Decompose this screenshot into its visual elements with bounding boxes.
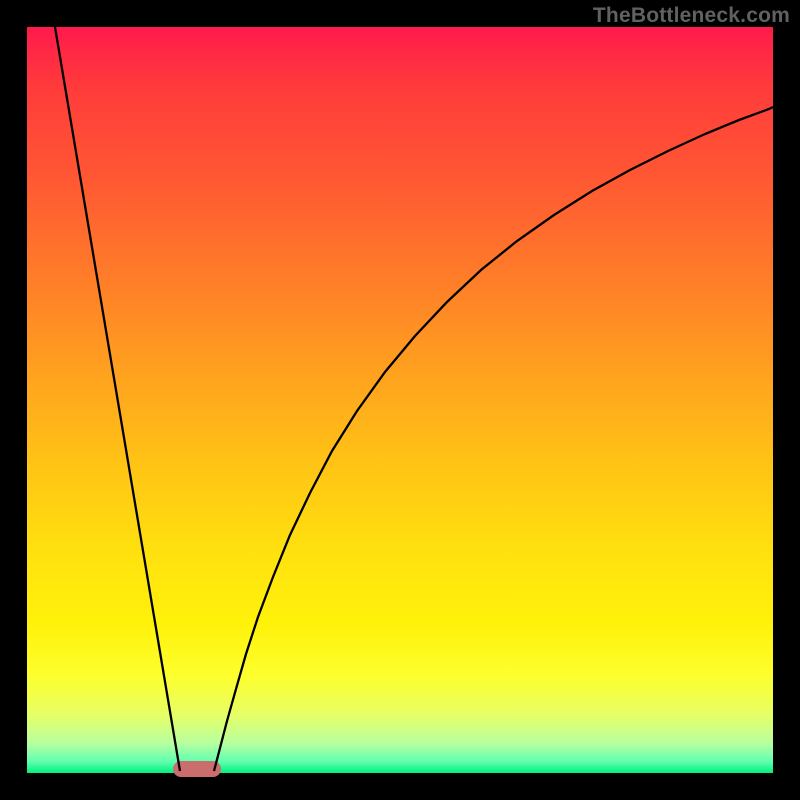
chart-container: TheBottleneck.com <box>0 0 800 800</box>
plot-area <box>27 27 773 773</box>
curve-right-branch <box>214 107 773 771</box>
curve-left-branch <box>55 27 180 771</box>
curve-layer <box>27 27 773 773</box>
watermark-text: TheBottleneck.com <box>593 4 790 28</box>
